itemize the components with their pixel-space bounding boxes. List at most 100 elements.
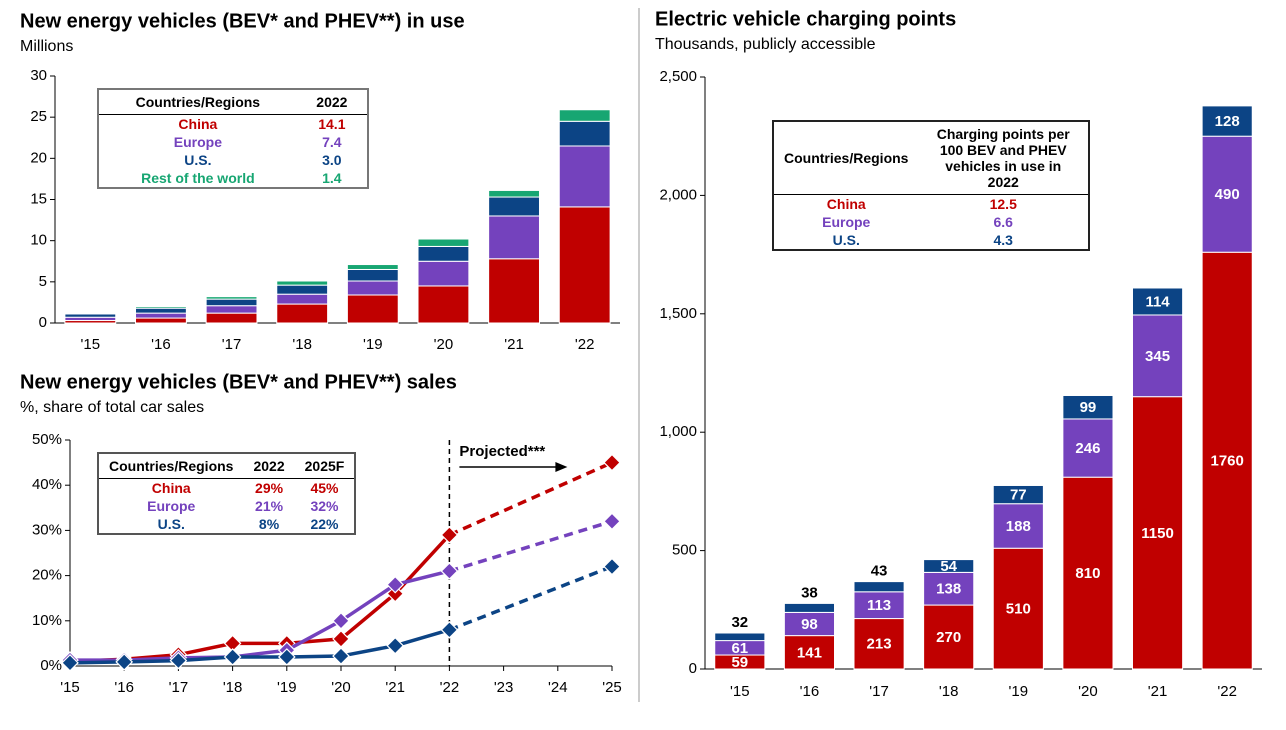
bar-segment: [488, 215, 540, 260]
table-cell: U.S.: [832, 232, 860, 248]
bar-segment: [923, 604, 975, 670]
table-row: Europe 21% 32%: [98, 497, 355, 515]
marker: [603, 557, 621, 576]
x-tick-label: '18: [223, 679, 243, 696]
inset-table: Countries/Regions 2022 2025F China 29% 45% Eur…: [97, 452, 357, 535]
bar-segment: [992, 547, 1044, 670]
header-cell: Charging points per 100 BEV and PHEV veh…: [918, 121, 1089, 195]
table-cell: U.S.: [157, 516, 185, 532]
header-cell: 2025F: [294, 453, 356, 479]
bar-segment: [1201, 251, 1253, 670]
x-tick-label: '19: [1009, 683, 1029, 700]
table-cell: 4.3: [993, 232, 1013, 248]
table-cell: 1.4: [322, 170, 342, 186]
projected-line: [448, 519, 613, 573]
table-row: China 14.1: [98, 115, 368, 134]
marker: [440, 526, 459, 544]
bar-segment: [1062, 394, 1114, 420]
x-tick-label: '24: [548, 679, 568, 696]
inset-table: Countries/Regions 2022 China 14.1 Europe 7.4 U…: [97, 88, 369, 189]
data-label: 59: [731, 654, 748, 671]
y-tick-label: 50%: [32, 431, 62, 448]
x-tick-label: '25: [602, 679, 622, 696]
data-label: 54: [940, 558, 957, 575]
chart-subtitle: Millions: [20, 38, 73, 55]
bar-segment: [853, 618, 905, 670]
bar-segment: [205, 305, 258, 314]
data-label: 98: [801, 616, 818, 633]
x-tick-label: '19: [363, 336, 383, 353]
data-label: 138: [936, 581, 961, 598]
chart-title: Electric vehicle charging points: [655, 8, 956, 30]
data-label: 128: [1215, 113, 1240, 130]
table-cell: 3.0: [322, 152, 342, 168]
marker: [223, 648, 242, 666]
marker: [332, 611, 350, 630]
marker: [386, 584, 405, 603]
table-cell: 21%: [255, 498, 284, 514]
y-tick-label: 2,500: [659, 68, 697, 85]
marker: [169, 651, 188, 670]
y-tick-label: 1,000: [659, 423, 697, 440]
table-cell: Europe: [822, 214, 871, 230]
bar-segment: [488, 189, 540, 198]
table-row: U.S. 3.0: [98, 151, 368, 169]
x-tick-label: '21: [1148, 683, 1168, 700]
x-tick-label: '16: [114, 679, 134, 696]
table-cell: 8%: [258, 516, 280, 532]
data-label: 43: [871, 563, 888, 580]
table-cell: Rest of the world: [141, 170, 255, 186]
bar-segment: [276, 293, 329, 305]
bar-segment: [558, 109, 611, 122]
x-tick-label: '19: [277, 679, 297, 696]
header-cell: Countries/Regions: [98, 89, 297, 115]
bar-segment: [488, 258, 540, 324]
bar-segment: [276, 284, 329, 295]
data-label: 1760: [1211, 453, 1244, 470]
bar-segment: [488, 196, 540, 217]
data-label: 188: [1006, 518, 1031, 535]
marker: [440, 562, 459, 580]
bar-segment: [276, 303, 329, 324]
data-label: 246: [1075, 440, 1100, 457]
y-tick-label: 30%: [32, 521, 62, 538]
table-header: Countries/Regions 2022: [98, 89, 368, 115]
x-tick-label: '16: [800, 683, 820, 700]
header-cell: 2022: [296, 89, 368, 115]
data-label: 810: [1075, 565, 1100, 582]
bar-segment: [923, 571, 975, 606]
table-cell: 45%: [310, 480, 339, 496]
bar-segment: [558, 120, 611, 147]
header-cell: 2022: [243, 453, 295, 479]
bar-segment: [276, 280, 329, 286]
table-cell: U.S.: [184, 152, 212, 168]
table-cell: 7.4: [322, 134, 342, 150]
data-label: 270: [936, 629, 961, 646]
header-cell: Countries/Regions: [773, 121, 919, 195]
y-tick-label: 40%: [32, 476, 62, 493]
y-tick-label: 2,000: [659, 186, 697, 203]
data-label: 490: [1215, 186, 1240, 203]
marker: [277, 648, 296, 666]
table-cell: 12.5: [989, 196, 1017, 212]
bar-segment: [135, 306, 187, 309]
table-cell: 22%: [310, 516, 339, 532]
x-tick-label: '22: [440, 679, 460, 696]
table-row: China 29% 45%: [98, 479, 355, 498]
bar-segment: [853, 581, 905, 593]
y-tick-label: 10%: [32, 612, 62, 629]
table-cell: 32%: [310, 498, 339, 514]
table-row: Rest of the world 1.4: [98, 169, 368, 188]
inset-table: Countries/Regions Charging points per 100…: [772, 120, 1090, 251]
x-tick-label: '18: [292, 336, 312, 353]
bar-segment: [205, 298, 258, 307]
table-cell: Europe: [173, 134, 222, 150]
x-tick-label: '20: [331, 679, 351, 696]
data-label: 61: [731, 640, 748, 657]
table-cell: China: [178, 116, 218, 132]
bar-segment: [714, 632, 766, 642]
data-label: 141: [797, 644, 822, 661]
x-tick-label: '15: [60, 679, 80, 696]
y-tick-label: 25: [30, 108, 47, 125]
